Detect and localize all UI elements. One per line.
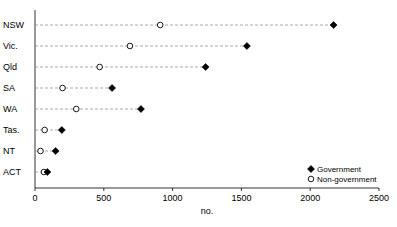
x-axis-label: no. xyxy=(201,206,214,216)
x-tick xyxy=(172,188,173,191)
category-label: ACT xyxy=(3,167,22,177)
dot xyxy=(97,64,103,70)
y-axis xyxy=(35,10,36,188)
legend-marker xyxy=(308,176,314,182)
dot xyxy=(44,169,51,176)
dot xyxy=(38,148,44,154)
category-label: SA xyxy=(3,83,15,93)
x-tick xyxy=(379,188,380,191)
dot xyxy=(109,85,116,92)
leader-line xyxy=(35,130,62,131)
leader-line xyxy=(35,88,112,89)
x-tick xyxy=(310,188,311,191)
dot xyxy=(42,127,48,133)
category-label: NSW xyxy=(3,20,25,30)
legend-label: Government xyxy=(317,165,362,174)
chart: 0 500 1000 1500 2000 2500 no. NSW Vic. Qld SA WA Tas… xyxy=(0,0,397,227)
x-tick-label: 500 xyxy=(96,193,111,203)
category-label: Vic. xyxy=(3,41,18,51)
x-tick xyxy=(241,188,242,191)
dot xyxy=(73,106,79,112)
dot xyxy=(137,106,144,113)
category-label: NT xyxy=(3,146,15,156)
dot xyxy=(58,127,65,134)
category-label: WA xyxy=(3,104,17,114)
x-tick-label: 0 xyxy=(32,193,37,203)
x-tick xyxy=(35,188,36,191)
category-label: Tas. xyxy=(3,125,20,135)
x-tick xyxy=(103,188,104,191)
x-tick-label: 1500 xyxy=(231,193,251,203)
dot xyxy=(60,85,66,91)
dot xyxy=(330,22,337,29)
marks xyxy=(35,22,337,176)
leader-line xyxy=(35,25,334,26)
leader-line xyxy=(35,46,247,47)
dot xyxy=(202,64,209,71)
legend-label: Non-government xyxy=(317,175,377,184)
x-tick-label: 1000 xyxy=(163,193,183,203)
dot xyxy=(243,43,250,50)
x-axis xyxy=(35,188,379,189)
leader-line xyxy=(35,67,206,68)
x-tick-label: 2500 xyxy=(369,193,389,203)
x-tick-label: 2000 xyxy=(300,193,320,203)
category-label: Qld xyxy=(3,62,17,72)
legend-marker xyxy=(308,166,315,173)
dot xyxy=(127,43,133,49)
dot xyxy=(52,148,59,155)
leader-line xyxy=(35,109,141,110)
dot xyxy=(157,22,163,28)
